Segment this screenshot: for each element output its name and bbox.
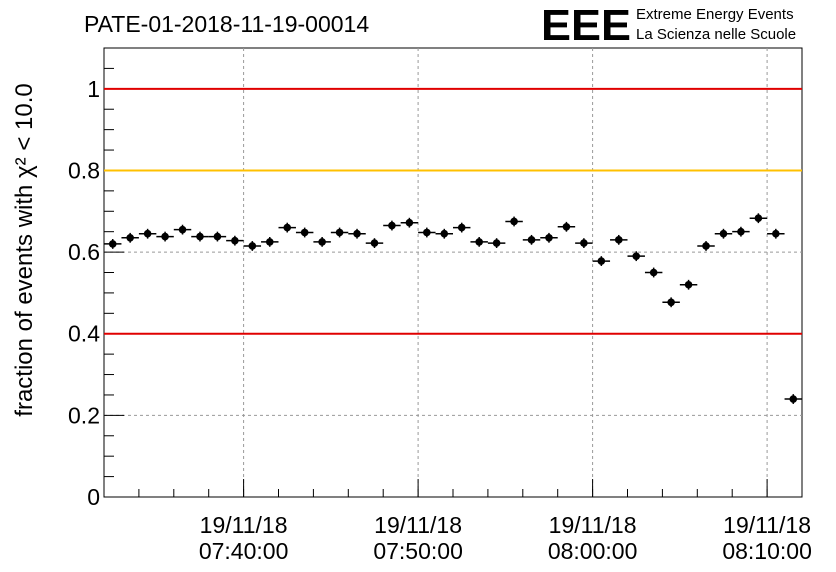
data-point bbox=[510, 217, 518, 226]
data-point bbox=[353, 229, 361, 238]
data-point bbox=[789, 395, 798, 403]
data-point bbox=[632, 252, 641, 260]
x-tick-time-label: 07:50:00 bbox=[373, 538, 463, 564]
data-point bbox=[702, 242, 710, 250]
data-point bbox=[213, 232, 222, 241]
data-point bbox=[248, 242, 257, 250]
data-point bbox=[370, 239, 379, 247]
y-tick-label: 0.4 bbox=[68, 321, 100, 347]
data-point bbox=[457, 223, 466, 232]
eee-logo-line2: La Scienza nelle Scuole bbox=[636, 26, 796, 43]
data-point bbox=[684, 280, 693, 289]
data-point bbox=[772, 229, 780, 238]
data-point bbox=[580, 239, 588, 247]
data-point bbox=[335, 228, 344, 237]
data-point bbox=[597, 257, 606, 265]
data-point bbox=[737, 227, 745, 236]
data-point bbox=[143, 229, 152, 238]
eee-logo-line1: Extreme Energy Events bbox=[636, 6, 794, 23]
x-tick-date-label: 19/11/18 bbox=[549, 512, 637, 538]
data-point bbox=[265, 238, 274, 246]
data-point bbox=[108, 240, 117, 248]
data-point bbox=[388, 221, 396, 230]
data-point bbox=[719, 229, 728, 238]
data-point bbox=[475, 238, 483, 246]
data-point bbox=[527, 236, 536, 244]
eee-logo-mark: EEE bbox=[541, 1, 631, 50]
plot-area: 00.20.40.60.8119/11/1807:40:0019/11/1807… bbox=[68, 47, 812, 564]
data-point bbox=[405, 218, 414, 227]
data-point bbox=[754, 214, 763, 223]
data-point bbox=[440, 229, 449, 238]
x-tick-date-label: 19/11/18 bbox=[723, 512, 811, 538]
y-tick-label: 0 bbox=[87, 484, 100, 510]
x-tick-date-label: 19/11/18 bbox=[374, 512, 462, 538]
data-point bbox=[178, 225, 187, 234]
plot-frame bbox=[103, 47, 803, 498]
data-point bbox=[283, 223, 292, 232]
data-point bbox=[231, 236, 239, 245]
data-point bbox=[667, 298, 675, 307]
data-point bbox=[423, 228, 431, 237]
x-tick-date-label: 19/11/18 bbox=[200, 512, 288, 538]
x-tick-time-label: 08:10:00 bbox=[722, 538, 812, 564]
x-tick-time-label: 07:40:00 bbox=[199, 538, 289, 564]
eee-logo: EEE Extreme Energy Events La Scienza nel… bbox=[541, 1, 796, 50]
y-tick-label: 0.2 bbox=[68, 402, 100, 428]
data-point bbox=[562, 222, 571, 231]
data-point bbox=[545, 234, 553, 242]
data-point bbox=[649, 268, 658, 277]
y-tick-label: 0.6 bbox=[68, 239, 100, 265]
chart-title: PATE-01-2018-11-19-00014 bbox=[84, 11, 369, 37]
data-point bbox=[614, 236, 623, 244]
y-tick-label: 1 bbox=[87, 76, 100, 102]
data-point bbox=[300, 228, 309, 237]
y-axis-label: fraction of events with χ² < 10.0 bbox=[11, 83, 38, 416]
data-point bbox=[318, 238, 326, 246]
x-tick-time-label: 08:00:00 bbox=[548, 538, 638, 564]
y-tick-label: 0.8 bbox=[68, 157, 100, 183]
data-point bbox=[126, 234, 134, 242]
data-point bbox=[161, 232, 169, 241]
data-point bbox=[196, 232, 204, 241]
data-point bbox=[492, 239, 501, 247]
